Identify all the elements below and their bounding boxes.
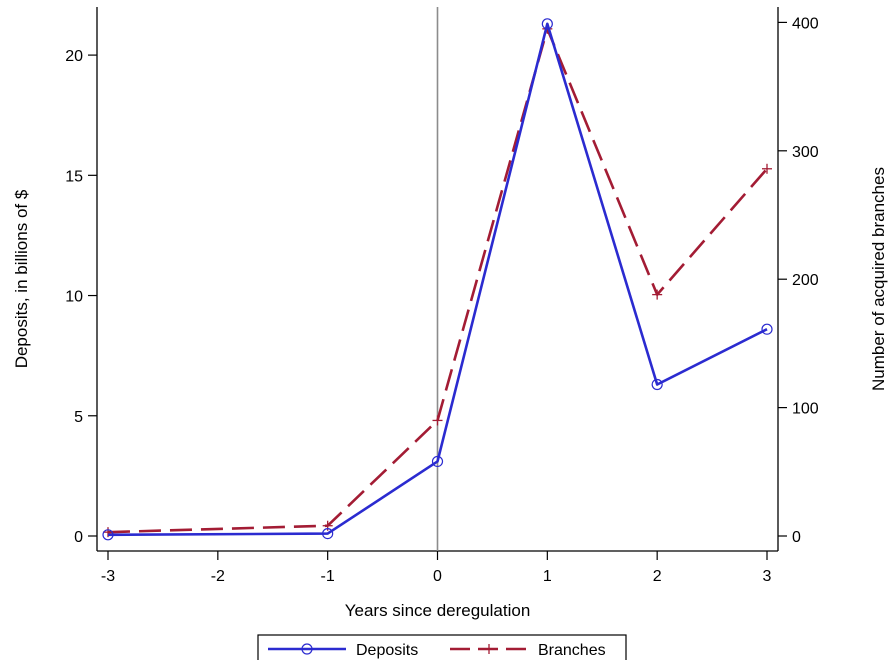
series-line-branches <box>107 27 768 534</box>
plus-marker <box>762 163 772 174</box>
left-y-tick-label: 20 <box>65 48 83 65</box>
right-y-tick-label: 100 <box>792 401 819 418</box>
left-y-axis-title: Deposits, in billions of $ <box>12 189 31 368</box>
plus-marker <box>484 644 494 654</box>
x-tick-label: -1 <box>321 568 335 585</box>
plot-area <box>102 7 773 551</box>
left-y-tick-label: 5 <box>74 409 83 426</box>
x-tick-label: 3 <box>763 568 772 585</box>
plus-marker <box>652 289 663 300</box>
right-y-tick-label: 300 <box>792 144 819 161</box>
legend-circle-marker <box>301 643 313 655</box>
right-y-tick-label: 0 <box>792 529 801 546</box>
x-tick-label: 2 <box>653 568 662 585</box>
left-y-tick-label: 0 <box>74 529 83 546</box>
circle-marker <box>431 455 444 468</box>
x-tick-label: -2 <box>211 568 225 585</box>
legend-label: Deposits <box>356 642 418 659</box>
right-y-axis-title: Number of acquired branches <box>869 167 888 391</box>
left-y-tick-label: 15 <box>65 168 83 185</box>
plus-marker <box>432 415 443 426</box>
legend-label: Branches <box>538 642 606 659</box>
x-axis-title: Years since deregulation <box>345 601 531 620</box>
x-tick-label: 1 <box>543 568 552 585</box>
x-tick-label: 0 <box>433 568 442 585</box>
circle-marker <box>322 527 334 540</box>
x-tick-label: -3 <box>101 568 115 585</box>
right-y-tick-label: 200 <box>792 272 819 289</box>
plus-marker <box>103 527 113 538</box>
circle-marker <box>761 323 773 335</box>
circle-marker <box>541 18 553 30</box>
chart-legend: Deposits Branches <box>257 634 627 660</box>
left-y-tick-label: 10 <box>65 289 83 306</box>
right-y-tick-label: 400 <box>792 15 819 32</box>
circle-marker <box>102 529 114 541</box>
series-line-deposits <box>107 22 768 537</box>
circle-marker <box>651 378 663 391</box>
legend-box <box>257 634 627 660</box>
